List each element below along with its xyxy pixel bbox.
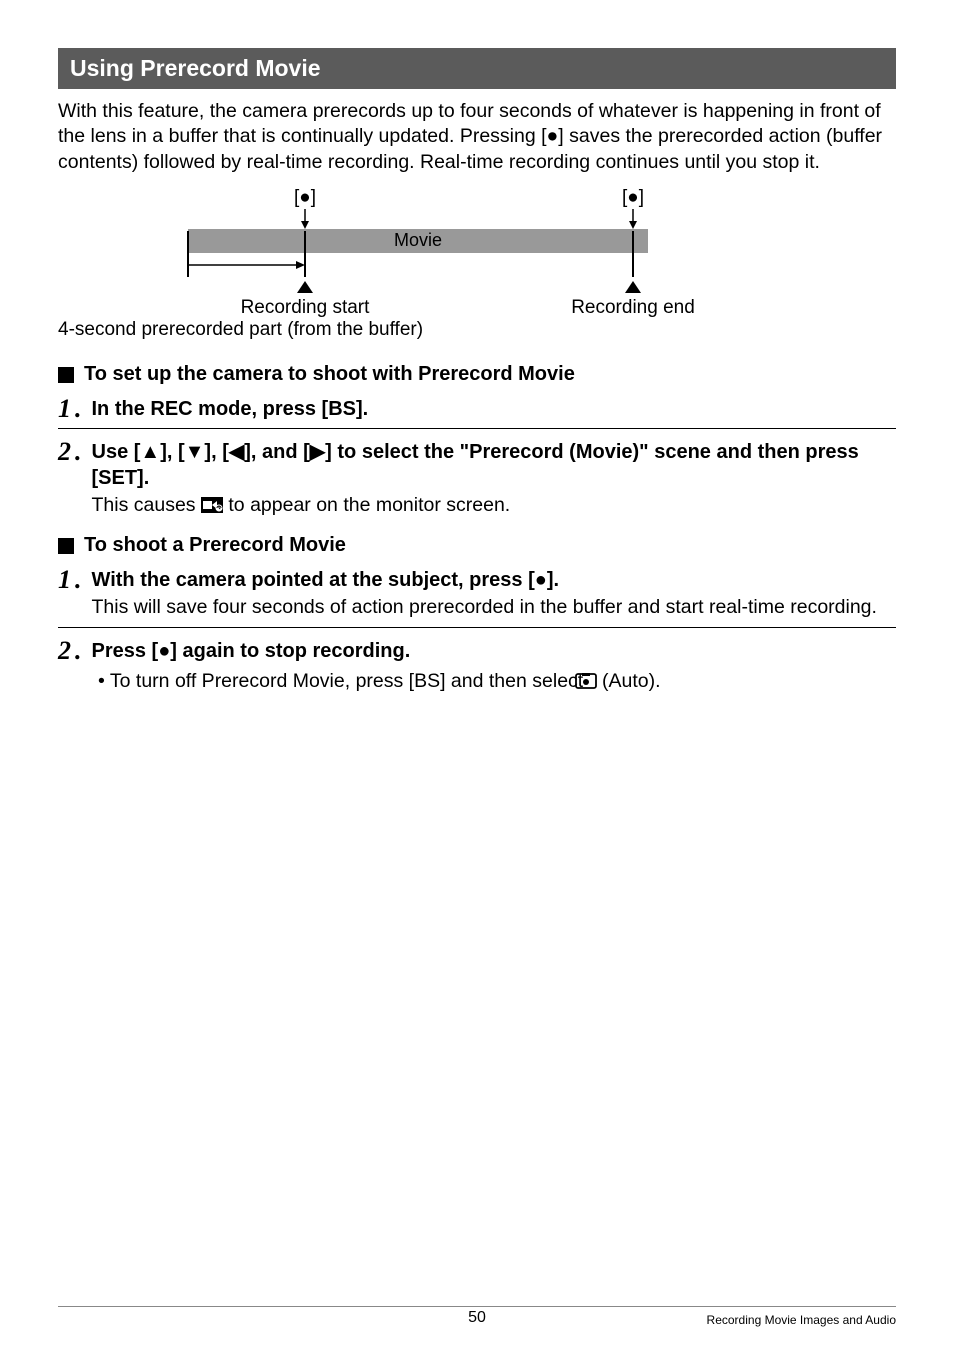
subheading-setup-text: To set up the camera to shoot with Prere… (84, 363, 575, 386)
step-number: 1 (58, 396, 71, 422)
setup-step-1: 1 . In the REC mode, press [BS]. (58, 396, 896, 422)
prerecord-diagram: [●] [●] Movie Recording start (58, 185, 896, 345)
prerecord-indicator-icon (201, 495, 223, 520)
step-number: 2 (58, 638, 71, 664)
step-divider (58, 428, 896, 429)
subheading-shoot: To shoot a Prerecord Movie (58, 534, 896, 557)
step-bullet: • To turn off Prerecord Movie, press [BS… (98, 670, 896, 695)
page-number: 50 (468, 1309, 486, 1327)
step-dot: . (75, 638, 82, 664)
step-dot: . (75, 439, 82, 465)
intro-paragraph: With this feature, the camera prerecords… (58, 99, 896, 175)
step-title: With the camera pointed at the subject, … (92, 567, 897, 593)
step-dot: . (75, 567, 82, 593)
diagram-dot-left-label: [●] (294, 187, 316, 208)
movie-label: Movie (394, 230, 442, 250)
square-bullet-icon (58, 538, 74, 554)
diagram-dot-right-label: [●] (622, 187, 644, 208)
buffer-label: 4-second prerecorded part (from the buff… (58, 319, 423, 340)
step-dot: . (75, 396, 82, 422)
step-desc: This will save four seconds of action pr… (92, 595, 897, 620)
shoot-step-2: 2 . Press [●] again to stop recording. (58, 638, 896, 664)
step-title: Press [●] again to stop recording. (92, 638, 897, 664)
subheading-setup: To set up the camera to shoot with Prere… (58, 363, 896, 386)
step-divider (58, 627, 896, 628)
footer-chapter: Recording Movie Images and Audio (707, 1313, 896, 1327)
step-number: 1 (58, 567, 71, 593)
step-title: In the REC mode, press [BS]. (92, 396, 897, 422)
setup-step-2: 2 . Use [▲], [▼], [◀], and [▶] to select… (58, 439, 896, 520)
page-footer: 50 Recording Movie Images and Audio (58, 1306, 896, 1327)
subheading-shoot-text: To shoot a Prerecord Movie (84, 534, 346, 557)
step-number: 2 (58, 439, 71, 465)
section-header: Using Prerecord Movie (58, 48, 896, 89)
step-desc: This causes to appear on the monitor scr… (92, 493, 897, 520)
square-bullet-icon (58, 367, 74, 383)
shoot-step-1: 1 . With the camera pointed at the subje… (58, 567, 896, 620)
recording-start-label: Recording start (241, 297, 371, 318)
step-title: Use [▲], [▼], [◀], and [▶] to select the… (92, 439, 897, 491)
recording-end-label: Recording end (571, 297, 695, 318)
auto-mode-icon (589, 672, 597, 695)
